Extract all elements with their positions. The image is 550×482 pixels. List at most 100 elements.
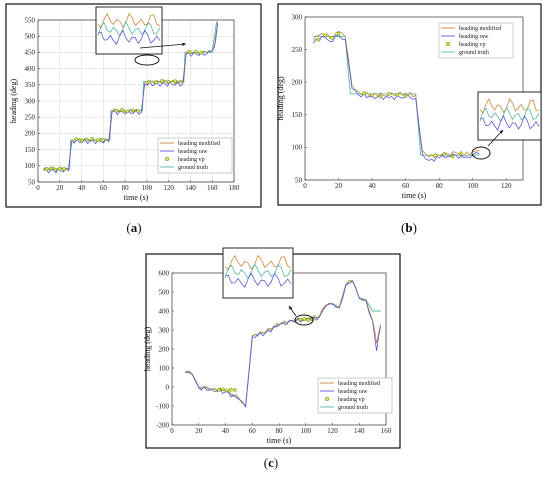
legend-label: ground truth	[178, 165, 208, 171]
x-tick-label: 100	[142, 184, 153, 192]
y-tick-label: 450	[25, 49, 36, 57]
vp-point	[119, 108, 124, 112]
vp-point	[178, 79, 183, 84]
legend-label: ground truth	[459, 50, 489, 56]
vp-point	[442, 152, 447, 156]
legend-label: heading raw	[459, 34, 489, 40]
series-line-raw	[43, 23, 219, 174]
y-tick-label: 250	[292, 46, 303, 54]
y-tick-label: 150	[25, 146, 36, 154]
legend-label: heading raw	[338, 389, 368, 395]
zoom-arrow	[487, 129, 504, 147]
x-tick-label: 40	[222, 427, 230, 435]
vp-point	[74, 137, 78, 142]
inset-line-truth	[224, 263, 292, 280]
legend-swatch-vp	[164, 156, 170, 162]
vp-point	[130, 108, 135, 113]
x-tick-label: 40	[369, 182, 377, 190]
inset-line-raw	[224, 272, 292, 289]
vp-point	[194, 49, 198, 54]
vp-point	[114, 108, 119, 113]
vp-point	[298, 317, 303, 322]
y-axis-label: heading (deg)	[276, 76, 285, 121]
zoom-arrowhead	[499, 130, 503, 134]
panel-label-close: )	[274, 455, 278, 470]
inset-line-raw	[97, 29, 161, 46]
vp-point	[378, 94, 383, 99]
panel-label-open: (	[401, 220, 405, 235]
y-tick-label: 500	[25, 33, 36, 41]
x-tick-label: 80	[436, 182, 444, 190]
inset-line-modified	[224, 254, 292, 271]
legend-label: heading modified	[459, 25, 501, 32]
y-tick-label: 500	[159, 288, 170, 296]
legend-label: ground truth	[338, 405, 368, 411]
vp-point	[386, 92, 391, 96]
panel-label-letter: a	[131, 220, 138, 235]
x-axis-label: time (s)	[402, 191, 427, 200]
vp-point	[62, 167, 66, 171]
vp-point	[79, 138, 84, 143]
vp-point	[101, 138, 106, 142]
x-tick-label: 80	[276, 427, 284, 435]
panel-label-close: )	[137, 220, 141, 235]
vp-point	[403, 94, 408, 98]
y-tick-label: 400	[25, 65, 36, 73]
legend-swatch-vp	[445, 41, 451, 47]
panel-label-open: (	[126, 220, 130, 235]
vp-point	[395, 92, 400, 97]
vp-point	[90, 137, 95, 141]
chart-panel-a: 0 20 40 60 80 100 120 140 160 180 50 100 150 200 250 30…	[5, 3, 262, 235]
vp-point	[166, 80, 171, 84]
legend: heading modified heading raw heading vp gro…	[438, 22, 514, 59]
vp-point	[44, 167, 49, 171]
zoom-inset	[95, 6, 163, 55]
y-tick-label: 150	[292, 111, 303, 119]
panel-label: (b)	[401, 220, 417, 235]
panel-label-open: (	[264, 455, 268, 470]
x-tick-label: 80	[122, 184, 130, 192]
zoom-circle	[294, 314, 314, 326]
panel-label-letter: c	[268, 455, 274, 470]
vp-point	[153, 80, 158, 85]
vp-point	[450, 154, 455, 159]
vp-point	[302, 317, 307, 321]
x-tick-label: 120	[501, 182, 512, 190]
x-axis-label: time (s)	[124, 193, 149, 202]
x-tick-label: 140	[185, 184, 196, 192]
y-tick-label: 0	[166, 383, 170, 391]
y-tick-label: 600	[159, 269, 170, 277]
y-tick-label: 200	[292, 79, 303, 87]
x-tick-label: 0	[303, 182, 307, 190]
zoom-inset	[477, 91, 542, 141]
y-tick-label: 200	[159, 345, 170, 353]
x-tick-label: 40	[78, 184, 86, 192]
x-tick-label: 180	[229, 184, 240, 192]
vp-point	[459, 151, 463, 156]
x-tick-label: 160	[381, 427, 392, 435]
vp-point	[188, 50, 193, 55]
vp-point	[233, 388, 237, 392]
x-tick-label: 20	[195, 427, 203, 435]
series-group	[43, 21, 219, 174]
x-tick-label: 20	[56, 184, 64, 192]
panel-label: (a)	[126, 220, 141, 235]
inset-line-truth	[97, 20, 161, 37]
panel-label-letter: b	[405, 220, 412, 235]
vp-point	[199, 50, 204, 55]
y-tick-label: 250	[25, 114, 36, 122]
y-tick-label: 300	[159, 326, 170, 334]
y-tick-label: 300	[25, 97, 36, 105]
panel-label: (c)	[264, 455, 278, 470]
legend-label: heading modified	[178, 140, 220, 147]
x-tick-label: 100	[467, 182, 478, 190]
x-tick-label: 60	[402, 182, 410, 190]
vp-point	[329, 36, 334, 40]
inset-line-truth	[479, 106, 540, 123]
vp-point	[96, 138, 100, 143]
y-tick-label: 100	[292, 144, 303, 152]
legend-label: heading raw	[178, 149, 208, 155]
y-axis-label: heading (deg)	[143, 327, 152, 372]
zoom-inset	[222, 247, 294, 299]
